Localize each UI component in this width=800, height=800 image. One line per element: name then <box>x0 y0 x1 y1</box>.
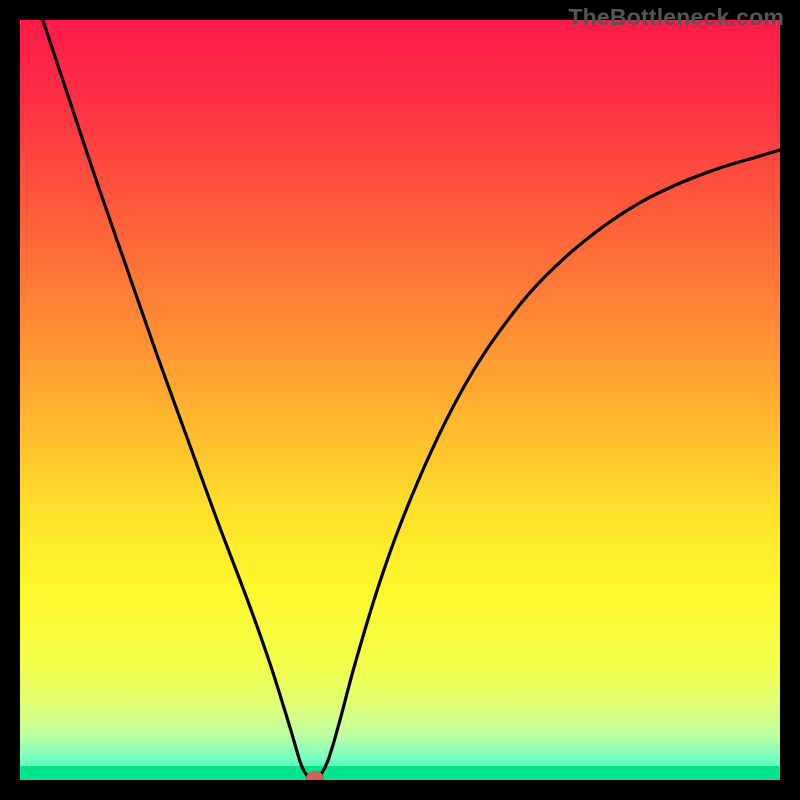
chart-bottom-band <box>20 766 780 780</box>
chart-root: TheBottleneck.com <box>0 0 800 800</box>
chart-background-gradient <box>20 20 780 780</box>
chart-svg <box>0 0 800 800</box>
watermark-text: TheBottleneck.com <box>568 4 784 31</box>
